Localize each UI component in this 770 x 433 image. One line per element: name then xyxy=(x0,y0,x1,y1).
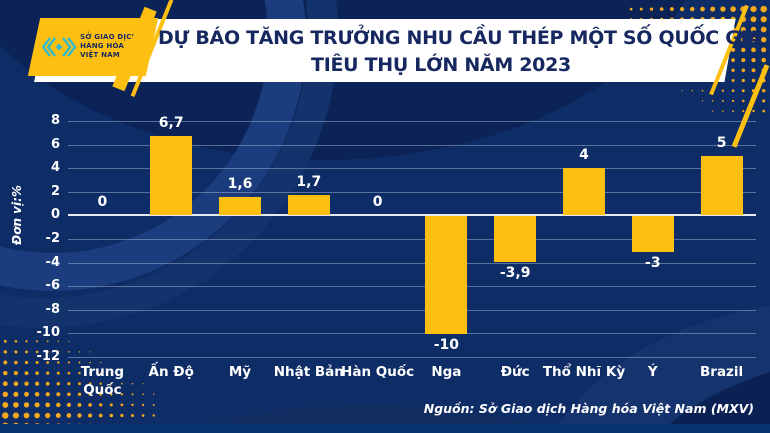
bar-value-label: -3,9 xyxy=(499,265,531,282)
x-tick-label: Ấn Độ xyxy=(148,364,194,380)
bar-value-label: 1,6 xyxy=(227,175,253,192)
gridline xyxy=(68,286,756,288)
bar-5 xyxy=(425,216,468,335)
bar-3 xyxy=(287,195,330,216)
bar-6 xyxy=(494,216,537,263)
x-tick-label: Nga xyxy=(431,364,462,380)
gridline xyxy=(68,309,756,311)
plot-area: 0 6,7 1,6 1,7 0 -10 -3,9 4 -3 5 xyxy=(68,115,756,358)
x-tick-label: Ý xyxy=(647,364,658,380)
gridline xyxy=(68,333,756,335)
x-tick-label: Trung Quốc xyxy=(80,364,125,398)
bar-7 xyxy=(563,168,605,216)
y-tick-label: 4 xyxy=(50,160,60,176)
mxv-logo: SỞ GIAO DỊCH HÀNG HÓA VIỆT NAM xyxy=(27,18,159,76)
y-tick-label: -10 xyxy=(36,325,61,341)
x-tick-label: Thổ Nhĩ Kỳ xyxy=(542,364,626,380)
bar-value-label: -10 xyxy=(433,337,460,354)
gridline xyxy=(68,168,756,170)
x-tick-label: Đức xyxy=(500,364,530,380)
mxv-chevron-icon xyxy=(42,37,76,57)
gridline xyxy=(68,121,756,122)
bar-value-label: 4 xyxy=(579,147,589,164)
y-tick-label: 8 xyxy=(50,113,60,128)
y-tick-label: 0 xyxy=(50,207,60,223)
page-title-line1: DỰ BÁO TĂNG TRƯỞNG NHU CẦU THÉP MỘT SỐ Q… xyxy=(158,27,762,49)
bar-1 xyxy=(150,136,193,216)
bar-8 xyxy=(631,216,674,252)
y-tick-label: -12 xyxy=(36,349,61,364)
page-title-line2: TIÊU THỤ LỚN NĂM 2023 xyxy=(311,54,571,76)
zero-gridline xyxy=(68,214,756,217)
bar-value-label: 0 xyxy=(97,194,108,211)
bar-value-label: -3 xyxy=(645,254,661,271)
y-tick-label: -8 xyxy=(45,301,60,317)
gridline xyxy=(68,144,756,146)
y-tick-label: -6 xyxy=(45,278,60,294)
y-tick-label: -4 xyxy=(45,254,60,270)
gridline xyxy=(68,191,756,193)
y-tick-label: -2 xyxy=(45,231,60,246)
bar-9 xyxy=(700,156,743,216)
bar-value-label: 0 xyxy=(372,194,383,211)
source-credit: Nguồn: Sở Giao dịch Hàng hóa Việt Nam (M… xyxy=(423,401,754,416)
x-tick-label: Mỹ xyxy=(228,364,252,380)
gridline xyxy=(68,262,756,264)
x-tick-label: Hàn Quốc xyxy=(341,364,415,380)
gridline xyxy=(68,239,756,240)
y-tick-label: 6 xyxy=(50,136,60,152)
bottom-strip xyxy=(0,424,770,433)
bar-value-label: 5 xyxy=(716,135,727,152)
bar-value-label: 1,7 xyxy=(296,174,322,191)
x-tick-label: Brazil xyxy=(700,364,744,380)
bar-2 xyxy=(219,196,261,216)
bar-value-label: 6,7 xyxy=(158,115,184,132)
x-tick-label: Nhật Bản xyxy=(273,364,344,380)
page-title: DỰ BÁO TĂNG TRƯỞNG NHU CẦU THÉP MỘT SỐ Q… xyxy=(158,25,762,79)
y-tick-label: 2 xyxy=(50,183,60,199)
gridline xyxy=(68,357,756,358)
